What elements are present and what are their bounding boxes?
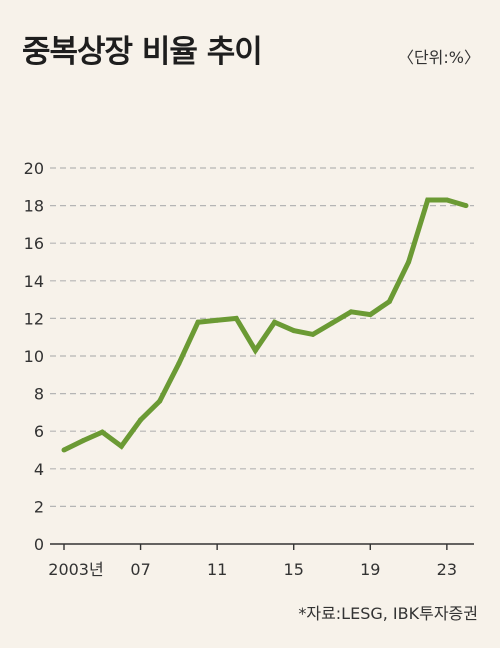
data-point-2016 [310,331,316,337]
chart-title: 중복상장 비율 추이 [22,34,263,70]
y-tick-label-16: 16 [24,234,44,253]
data-point-2017 [329,320,335,326]
data-point-2021 [406,259,412,265]
data-point-2012 [233,315,239,321]
data-point-2008 [157,398,163,404]
data-point-2018 [348,309,354,315]
x-axis-tick-labels: 2003년 07 11 15 19 23 [48,560,457,579]
x-tick-label-2011: 11 [207,560,227,579]
data-point-2005 [99,429,105,435]
y-tick-label-6: 6 [34,422,44,441]
data-point-2024 [463,203,469,209]
data-point-2020 [386,298,392,304]
data-point-2007 [138,417,144,423]
y-tick-label-12: 12 [24,309,44,328]
data-point-2019 [367,312,373,318]
y-tick-label-8: 8 [34,385,44,404]
y-tick-label-18: 18 [24,197,44,216]
x-axis [50,543,474,550]
unit-label: 〈단위:%〉 [397,48,480,67]
y-tick-label-2: 2 [34,497,44,516]
data-point-2013 [252,347,258,353]
x-tick-label-2015: 15 [284,560,304,579]
y-tick-label-10: 10 [24,347,44,366]
gridlines [50,167,474,507]
data-point-2015 [291,328,297,334]
y-tick-label-20: 20 [24,159,44,178]
y-tick-label-4: 4 [34,460,44,479]
x-tick-label-2003: 2003년 [48,560,103,579]
source-note: *자료:LESG, IBK투자증권 [298,604,478,623]
series-line-0 [62,197,467,453]
data-point-2009 [176,361,182,367]
data-point-2011 [214,317,220,323]
x-tick-label-2023: 23 [437,560,457,579]
data-point-2010 [195,319,201,325]
data-point-2022 [425,197,431,203]
data-point-2006 [118,443,124,449]
y-axis-tick-labels: 0 2 4 6 8 10 12 14 16 18 20 [24,159,44,554]
line-chart: 0 2 4 6 8 10 12 14 16 18 20 2003년 07 11 15 19 23 [24,159,474,579]
y-tick-label-14: 14 [24,272,44,291]
x-tick-label-2019: 19 [360,560,380,579]
data-point-2003 [61,447,67,453]
x-tick-label-2007: 07 [130,560,150,579]
data-point-2023 [444,197,450,203]
data-point-2014 [272,319,278,325]
series-layer [61,197,469,453]
data-point-2004 [80,438,86,444]
y-tick-label-0: 0 [34,535,44,554]
